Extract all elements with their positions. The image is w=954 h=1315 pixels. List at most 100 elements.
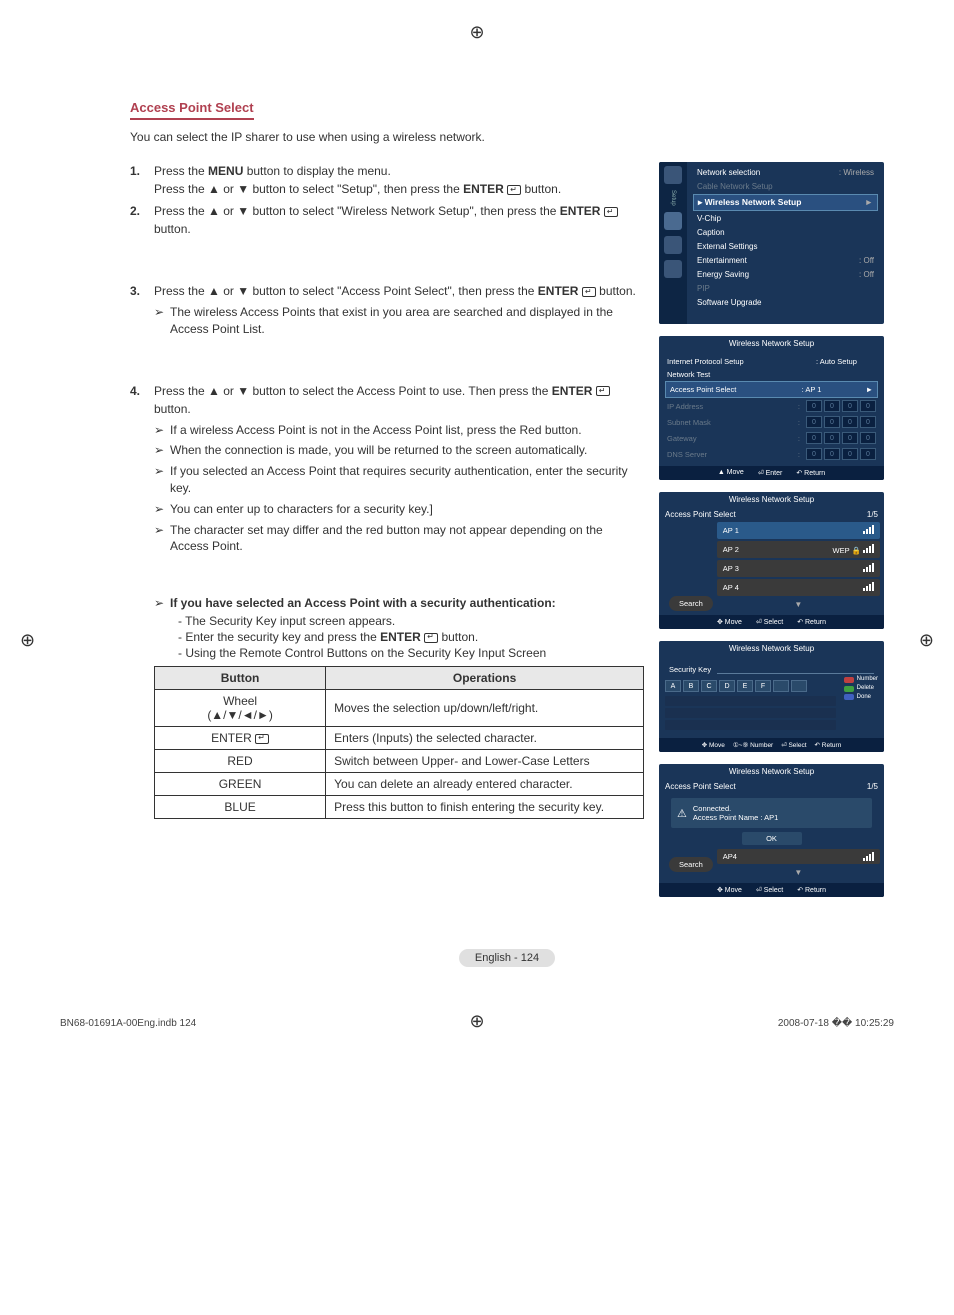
char-key-blank[interactable]	[791, 680, 807, 692]
footer-hint: ⏎ Select	[781, 741, 806, 749]
char-key[interactable]: C	[701, 680, 717, 692]
menu3-title: Wireless Network Setup	[659, 492, 884, 507]
ok-button[interactable]: OK	[742, 832, 802, 845]
legend-item: Number	[844, 676, 878, 684]
footer-hint: ↶ Return	[797, 618, 826, 626]
ap-list-item[interactable]: AP 3	[717, 560, 880, 577]
menu-item: IP Address:0000	[665, 398, 878, 414]
menu5-head-label: Access Point Select	[665, 782, 736, 791]
note-sub-line: - Enter the security key and press the E…	[178, 630, 644, 644]
table-row: BLUEPress this button to finish entering…	[155, 795, 644, 818]
menu-item: Energy Saving: Off	[693, 268, 878, 281]
step-number: 2.	[130, 202, 154, 238]
registration-mark-bottom: ⊕	[469, 1011, 484, 1032]
ap-list-item[interactable]: AP 2WEP 🔒	[717, 541, 880, 558]
char-key-blank[interactable]	[773, 680, 789, 692]
note-bullet-icon: ➢	[154, 595, 170, 612]
menu-item: Software Upgrade	[693, 296, 878, 309]
bullet-text: If you selected an Access Point that req…	[170, 463, 644, 497]
char-key[interactable]: E	[737, 680, 753, 692]
step-text: Press the ▲ or ▼ button to select "Acces…	[154, 282, 644, 300]
char-key[interactable]: B	[683, 680, 699, 692]
button-cell: Wheel(▲/▼/◄/►)	[155, 689, 326, 726]
menu-side-icon	[664, 236, 682, 254]
menu-item: Caption	[693, 226, 878, 239]
menu-side-icon-selected	[664, 212, 682, 230]
footer-hint: ①~⑨ Number	[733, 741, 773, 749]
legend-item: Done	[844, 694, 878, 702]
menu-item: Access Point Select: AP 1►	[665, 381, 878, 398]
footer-hint: ↶ Return	[797, 886, 826, 894]
footer-hint: ↶ Return	[815, 741, 842, 749]
step-text: Press the ▲ or ▼ button to select "Wirel…	[154, 202, 644, 238]
ap-list-item[interactable]: AP 4	[717, 579, 880, 596]
footer-hint: ✥ Move	[717, 886, 742, 894]
signal-icon	[863, 852, 874, 861]
bullet-icon: ➢	[154, 422, 170, 439]
wireless-setup-menu-screenshot: Wireless Network Setup Internet Protocol…	[659, 336, 884, 480]
footer-hint: ✥ Move	[717, 618, 742, 626]
scroll-down-icon: ▼	[717, 866, 880, 879]
search-button[interactable]: Search	[669, 596, 713, 611]
section-title: Access Point Select	[130, 100, 254, 120]
table-header-button: Button	[155, 666, 326, 689]
ap-row: AP4	[717, 849, 880, 864]
menu-side-label: Setup	[670, 190, 676, 206]
step-text: Press the MENU button to display the men…	[154, 162, 644, 198]
footer-hint: ▲ Move	[718, 469, 744, 477]
footer-hint: ✥ Move	[702, 741, 725, 749]
footer-hint: ⏎ Enter	[758, 469, 783, 477]
menu-item: DNS Server:0000	[665, 446, 878, 462]
bullet-icon: ➢	[154, 501, 170, 518]
menu5-page-count: 1/5	[867, 782, 878, 791]
bullet-text: The character set may differ and the red…	[170, 522, 644, 556]
menu-item: PIP	[693, 282, 878, 295]
bullet-text: If a wireless Access Point is not in the…	[170, 422, 644, 439]
bullet-text: You can enter up to characters for a sec…	[170, 501, 644, 518]
note-heading: If you have selected an Access Point wit…	[170, 595, 556, 612]
menu-item: Entertainment: Off	[693, 254, 878, 267]
menu2-title: Wireless Network Setup	[659, 336, 884, 351]
document-timestamp: 2008-07-18 �� 10:25:29	[778, 1018, 894, 1029]
menu-side-icon	[664, 260, 682, 278]
legend-item: Delete	[844, 685, 878, 693]
menu-item: V-Chip	[693, 212, 878, 225]
security-key-input[interactable]	[717, 664, 874, 674]
menu-item: Cable Network Setup	[693, 180, 878, 193]
connected-menu-screenshot: Wireless Network Setup Access Point Sele…	[659, 764, 884, 897]
button-operations-table: Button Operations Wheel(▲/▼/◄/►)Moves th…	[154, 666, 644, 819]
char-key[interactable]: A	[665, 680, 681, 692]
step-number: 4.	[130, 382, 154, 418]
bullet-icon: ➢	[154, 463, 170, 497]
ap-select-menu-screenshot: Wireless Network Setup Access Point Sele…	[659, 492, 884, 629]
registration-mark-left: ⊕	[20, 630, 35, 651]
menu-item: Network Test	[665, 368, 878, 381]
warning-icon: ⚠	[677, 807, 687, 820]
note-sub-line: - The Security Key input screen appears.	[178, 614, 644, 628]
char-key[interactable]: D	[719, 680, 735, 692]
ap-list-item[interactable]: AP 1	[717, 522, 880, 539]
menu-item: Internet Protocol Setup: Auto Setup	[665, 355, 878, 368]
page-number-badge: English - 124	[459, 949, 555, 967]
table-row: Wheel(▲/▼/◄/►)Moves the selection up/dow…	[155, 689, 644, 726]
operation-cell: Press this button to finish entering the…	[326, 795, 644, 818]
security-key-label: Security Key	[669, 665, 711, 674]
intro-text: You can select the IP sharer to use when…	[130, 130, 884, 144]
char-key[interactable]: F	[755, 680, 771, 692]
menu-item: Subnet Mask:0000	[665, 414, 878, 430]
menu4-title: Wireless Network Setup	[659, 641, 884, 656]
registration-mark-right: ⊕	[919, 630, 934, 651]
connected-message: Connected. Access Point Name : AP1	[693, 804, 778, 822]
search-button[interactable]: Search	[669, 857, 713, 872]
menu-item: Gateway:0000	[665, 430, 878, 446]
table-row: ENTER Enters (Inputs) the selected chara…	[155, 726, 644, 749]
button-cell: RED	[155, 749, 326, 772]
button-cell: GREEN	[155, 772, 326, 795]
menu5-title: Wireless Network Setup	[659, 764, 884, 779]
menu-side-icon	[664, 166, 682, 184]
setup-menu-screenshot: Setup Network selection: WirelessCable N…	[659, 162, 884, 324]
menu3-head-label: Access Point Select	[665, 510, 736, 519]
operation-cell: Moves the selection up/down/left/right.	[326, 689, 644, 726]
table-row: REDSwitch between Upper- and Lower-Case …	[155, 749, 644, 772]
menu3-page-count: 1/5	[867, 510, 878, 519]
